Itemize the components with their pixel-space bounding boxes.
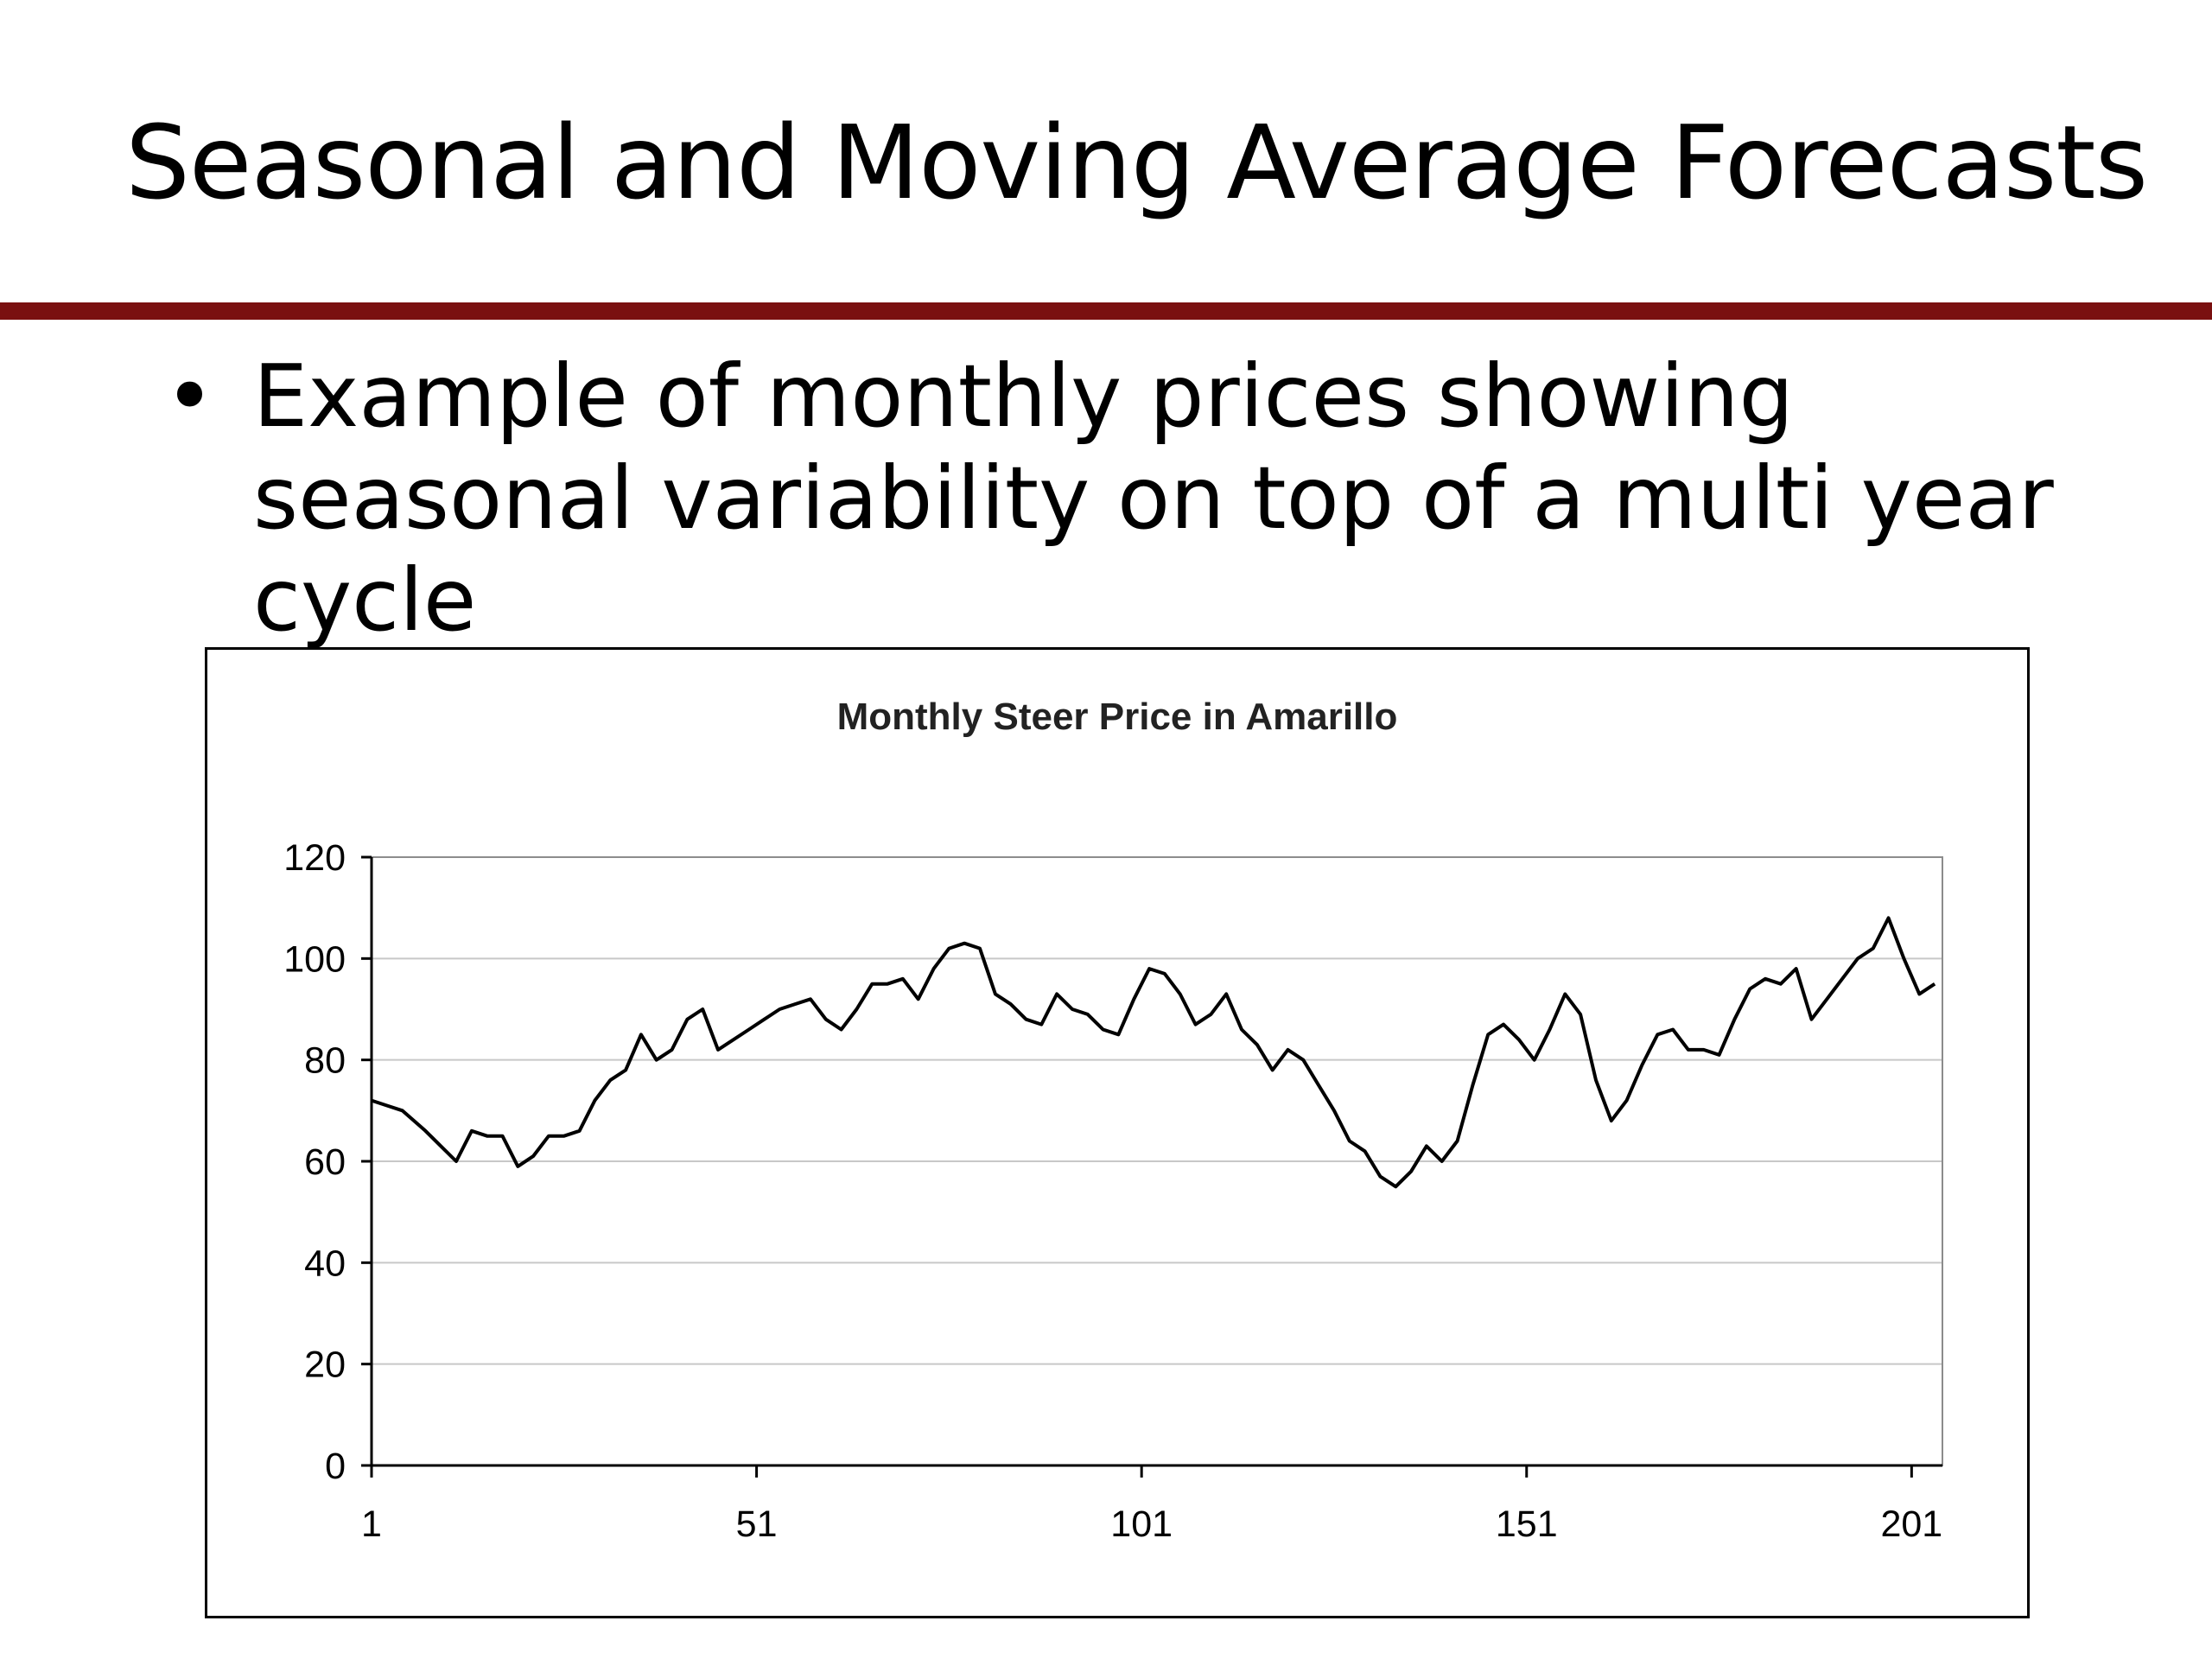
axes	[361, 855, 1943, 1478]
bullet-marker: •	[164, 346, 215, 447]
y-tick-label: 100	[283, 938, 346, 980]
x-tick-label: 101	[1110, 1503, 1173, 1545]
y-tick-label: 0	[325, 1446, 346, 1487]
chart-frame: Monthly Steer Price in Amarillo 0 20 40 60 8…	[205, 647, 2030, 1618]
x-tick-labels: 1 51 101 151 201	[361, 1503, 1942, 1545]
series-line	[371, 916, 1936, 1189]
gridlines	[372, 957, 1942, 1365]
y-tick-label: 120	[283, 837, 346, 879]
y-tick-label: 20	[304, 1344, 346, 1386]
steer-price-chart: Monthly Steer Price in Amarillo 0 20 40 60 8…	[283, 696, 1943, 1545]
x-tick-label: 151	[1496, 1503, 1558, 1545]
title-divider	[0, 302, 2212, 320]
series-layer	[371, 916, 1936, 1189]
y-tick-labels: 0 20 40 60 80 100 120	[283, 837, 346, 1487]
y-tick-label: 40	[304, 1243, 346, 1284]
x-tick-label: 51	[736, 1503, 778, 1545]
x-tick-label: 1	[361, 1503, 382, 1545]
y-tick-label: 60	[304, 1141, 346, 1183]
x-tick-label: 201	[1880, 1503, 1942, 1545]
slide-title: Seasonal and Moving Average Forecasts	[125, 103, 2148, 222]
chart-title: Monthly Steer Price in Amarillo	[837, 696, 1398, 738]
bullet-text: Example of monthly prices showing season…	[253, 346, 2054, 651]
y-tick-label: 80	[304, 1040, 346, 1082]
